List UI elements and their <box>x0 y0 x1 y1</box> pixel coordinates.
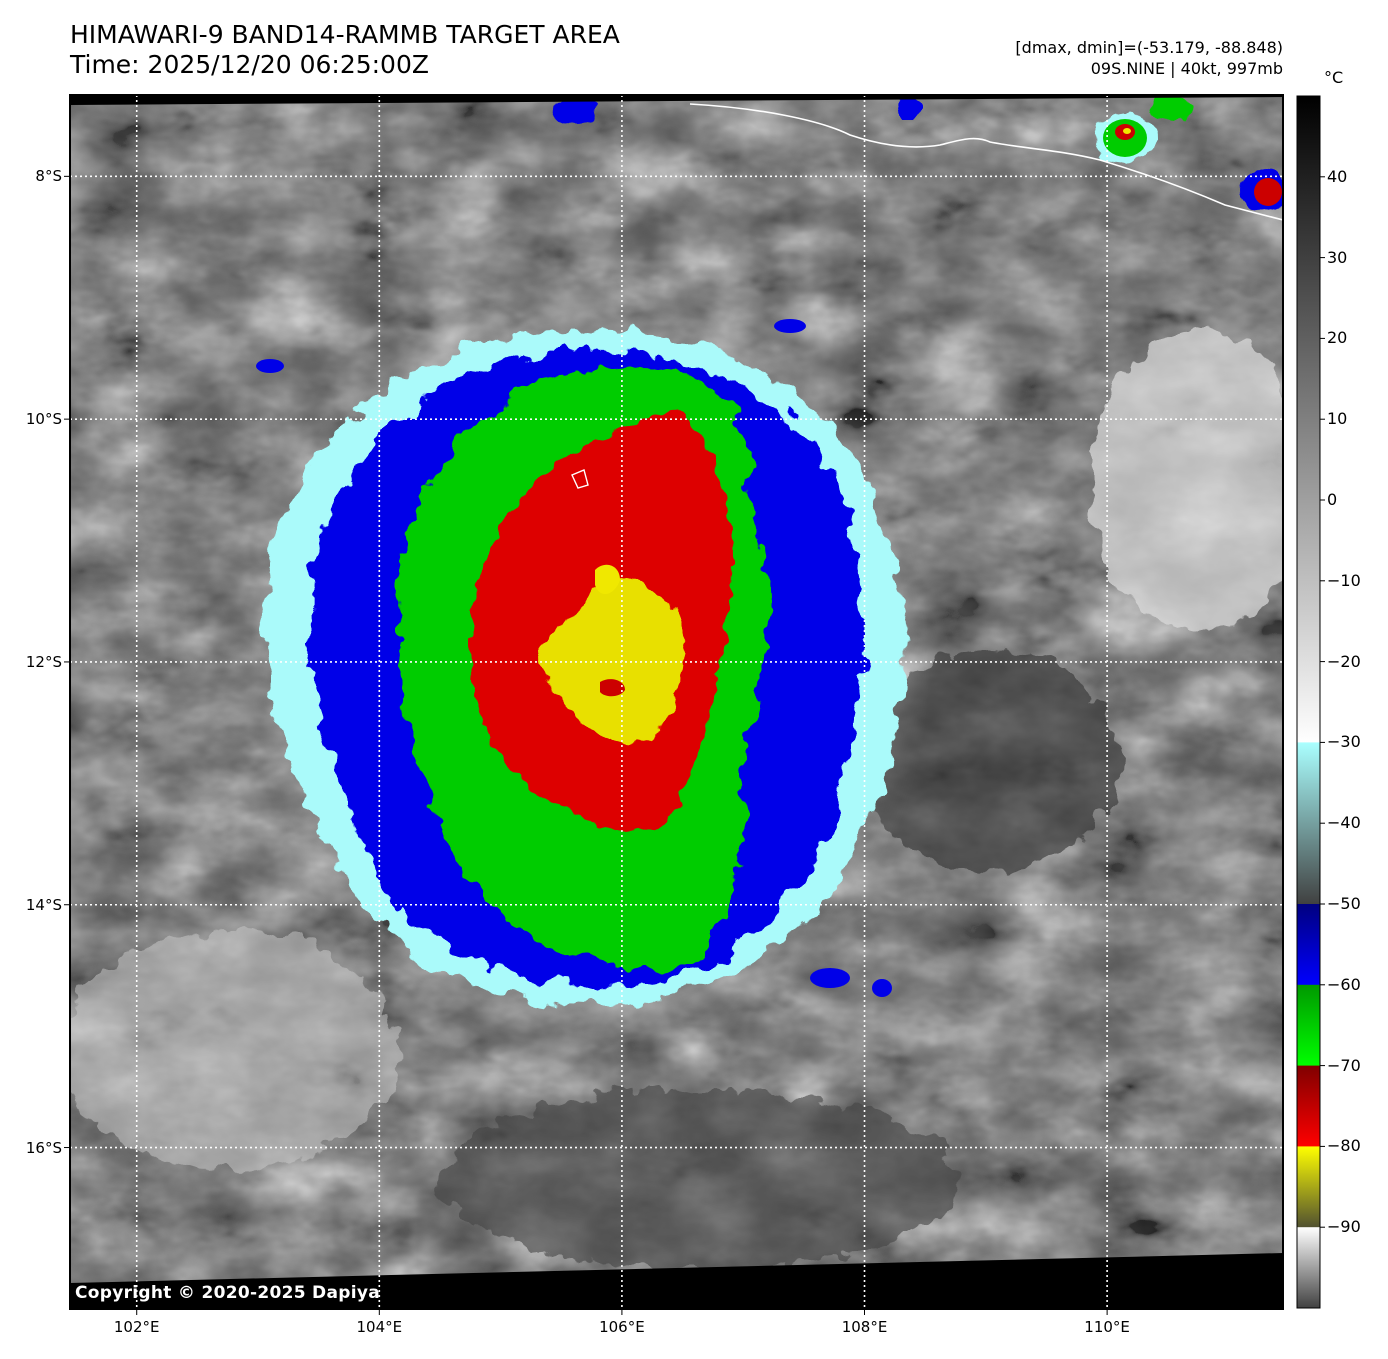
figure-title: HIMAWARI-9 BAND14-RAMMB TARGET AREA Time… <box>70 20 620 80</box>
colorbar-segment <box>1297 1146 1320 1228</box>
graticule <box>70 95 1283 1309</box>
scan-edge-bottom <box>70 1253 1283 1309</box>
colorbar-label-10: 10 <box>1327 409 1348 429</box>
java-coastline <box>689 103 1283 221</box>
colorbar-label-minus20: −20 <box>1327 651 1361 671</box>
map-frame <box>69 94 1284 1310</box>
cell-w-blue <box>256 359 284 373</box>
cloud-top-red-center <box>600 679 625 697</box>
cloud-patch-east <box>1090 330 1283 630</box>
colorbar-label-minus80: −80 <box>1327 1136 1361 1156</box>
cloud-top-yellow-north <box>595 564 620 595</box>
colorbar-segment <box>1297 742 1320 905</box>
colorbar-label-minus50: −50 <box>1327 894 1361 913</box>
colorbar-label-minus30: −30 <box>1327 732 1361 752</box>
cell-n-blue <box>553 95 597 125</box>
storm-status-text: 09S.NINE | 40kt, 997mb <box>1090 59 1283 78</box>
cell-ne2-green <box>1148 96 1192 120</box>
colorbar-label-minus60: −60 <box>1327 974 1361 994</box>
axis-ticks <box>64 175 1108 1315</box>
cell-n2-blue <box>894 98 922 118</box>
colorbar-label-minus40: −40 <box>1327 813 1361 833</box>
colorbar-frame <box>1296 95 1321 1309</box>
clear-patch-south <box>440 1090 960 1270</box>
cell-ne-yellow <box>1123 128 1131 134</box>
scan-edge-top <box>70 95 1283 105</box>
title-line-2: Time: 2025/12/20 06:25:00Z <box>70 50 429 79</box>
colorbar-label-minus70: −70 <box>1327 1055 1361 1075</box>
convective-cells-northeast <box>256 95 1283 997</box>
colorbar-segment <box>1297 984 1320 1067</box>
island-outline <box>571 469 589 489</box>
cell-edge-red <box>1254 178 1282 206</box>
satellite-image <box>70 95 1283 1309</box>
colorbar-segment <box>1297 96 1320 743</box>
colorbar-label-minus90: −90 <box>1327 1217 1361 1237</box>
lon-label-104e: 104°E <box>356 1318 403 1336</box>
cell-s-blue <box>810 968 850 988</box>
lat-label-8s: 8°S <box>35 167 62 186</box>
colorbar-label-0: 0 <box>1327 490 1338 509</box>
colorbar-segment <box>1297 1065 1320 1147</box>
colorbar-segment <box>1297 904 1320 986</box>
lon-label-108e: 108°E <box>841 1318 888 1336</box>
title-line-1: HIMAWARI-9 BAND14-RAMMB TARGET AREA <box>70 20 620 49</box>
storm-info: [dmax, dmin]=(-53.179, -88.848) 09S.NINE… <box>1015 37 1283 79</box>
colorbar-label-minus10: −10 <box>1327 570 1361 590</box>
lat-label-16s: 16°S <box>25 1138 62 1157</box>
cell-s2-blue <box>872 979 892 997</box>
storm-cloud-shield <box>250 275 930 1055</box>
value-range-text: [dmax, dmin]=(-53.179, -88.848) <box>1015 38 1283 57</box>
colorbar-label-20: 20 <box>1327 328 1348 348</box>
lon-label-110e: 110°E <box>1084 1318 1130 1336</box>
colorbar-label-40: 40 <box>1327 166 1348 186</box>
lon-label-106e: 106°E <box>599 1318 645 1336</box>
colorbar-segment <box>1297 1227 1320 1309</box>
copyright-text: Copyright © 2020-2025 Dapiya <box>75 1283 380 1303</box>
lat-label-10s: 10°S <box>25 410 62 429</box>
cloud-top-yellow <box>540 577 684 743</box>
colorbar <box>1296 95 1325 1309</box>
lon-label-102e: 102°E <box>113 1318 160 1336</box>
cell-nw-blue <box>774 319 806 333</box>
colorbar-unit: °C <box>1324 68 1344 87</box>
lat-label-12s: 12°S <box>25 652 62 671</box>
lat-label-14s: 14°S <box>25 895 62 914</box>
cloud-patch-southwest <box>70 930 400 1170</box>
colorbar-label-30: 30 <box>1327 247 1348 267</box>
